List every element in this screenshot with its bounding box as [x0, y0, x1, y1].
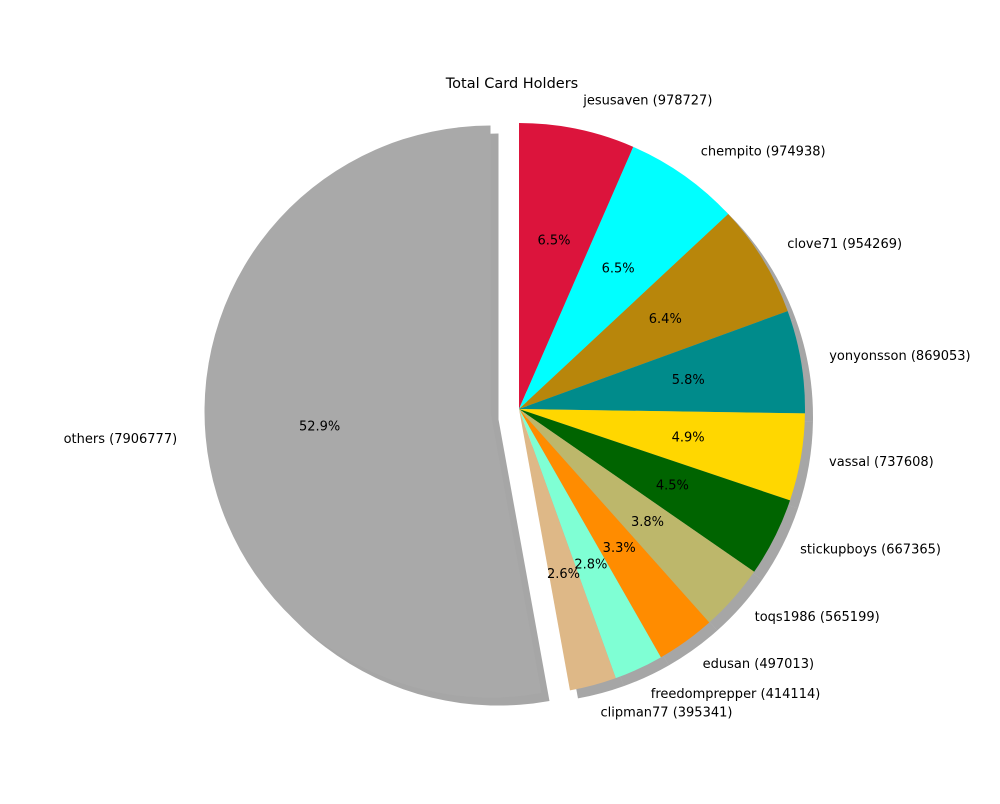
pct-label-freedomprepper: 2.8% [574, 557, 607, 572]
pie-slice-vassal [519, 409, 805, 501]
pie-slice-freedomprepper [519, 409, 661, 679]
pie-slice-edusan [519, 409, 710, 658]
pie-slice-stickupboys [519, 409, 791, 572]
slice-label-stickupboys: stickupboys (667365) [800, 543, 941, 558]
chart-title: Total Card Holders [445, 76, 578, 92]
slice-label-jesusaven: jesusaven (978727) [582, 94, 712, 109]
slice-label-clipman77: clipman77 (395341) [601, 705, 733, 720]
pie-slice-clove71 [519, 213, 788, 409]
pct-label-edusan: 3.3% [603, 541, 636, 556]
slice-layer [204, 123, 805, 698]
pct-label-clove71: 6.4% [649, 312, 682, 327]
label-layer: 6.5% jesusaven (978727) 6.5% chempito (9749… [64, 94, 971, 721]
pie-slice-jesusaven [519, 123, 634, 409]
slice-label-edusan: edusan (497013) [703, 657, 814, 672]
pct-label-toqs1986: 3.8% [631, 515, 664, 530]
pct-label-vassal: 4.9% [672, 431, 705, 446]
pct-label-others: 52.9% [299, 419, 340, 434]
slice-label-chempito: chempito (974938) [701, 145, 826, 160]
slice-label-others: others (7906777) [64, 432, 178, 447]
pct-label-stickupboys: 4.5% [656, 479, 689, 494]
pie-slice-others [204, 125, 542, 698]
pct-label-chempito: 6.5% [602, 261, 635, 276]
slice-label-vassal: vassal (737608) [829, 455, 934, 470]
slice-label-clove71: clove71 (954269) [787, 237, 902, 252]
slice-label-toqs1986: toqs1986 (565199) [755, 610, 880, 625]
pct-label-jesusaven: 6.5% [538, 234, 571, 249]
pie-slice-chempito [519, 146, 729, 409]
pie-slice-clipman77 [519, 409, 616, 691]
pct-label-clipman77: 2.6% [547, 567, 580, 582]
slice-label-yonyonsson: yonyonsson (869053) [829, 349, 970, 364]
pct-label-yonyonsson: 5.8% [672, 373, 705, 388]
pie-slice-yonyonsson [519, 311, 805, 414]
slice-label-freedomprepper: freedomprepper (414114) [651, 687, 821, 702]
pie-slice-toqs1986 [519, 409, 755, 623]
